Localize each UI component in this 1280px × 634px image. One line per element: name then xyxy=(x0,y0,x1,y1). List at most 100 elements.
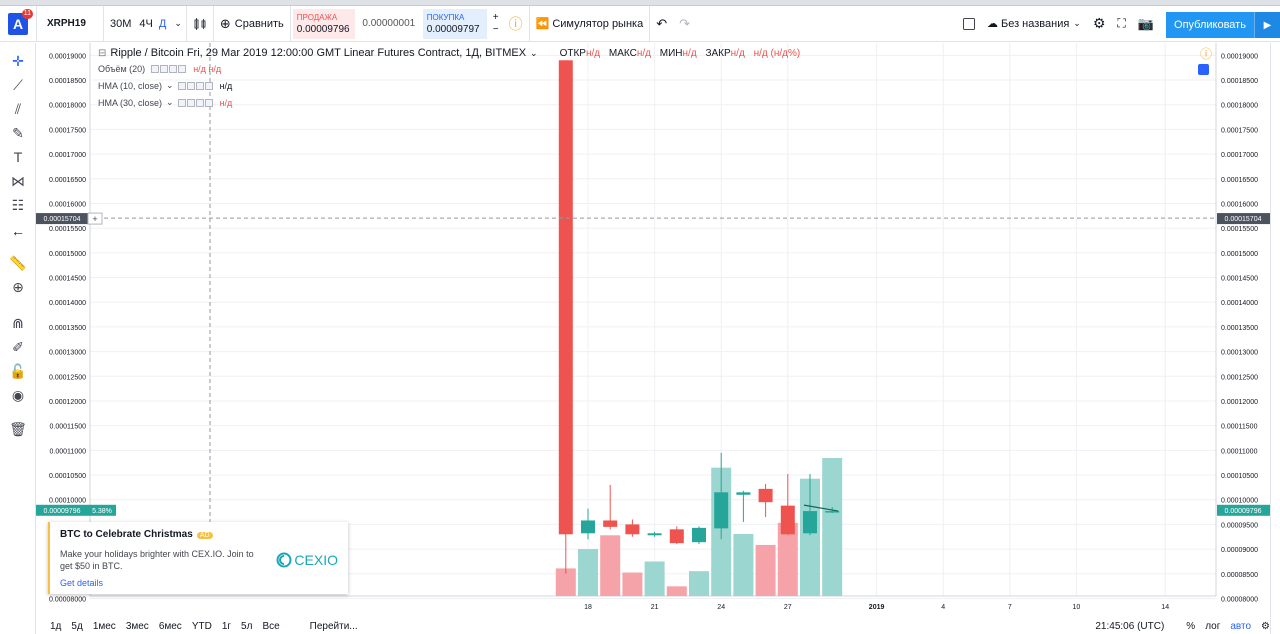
plus-icon[interactable] xyxy=(169,64,178,73)
range-1d[interactable]: 1д xyxy=(50,620,62,632)
log-toggle[interactable]: лог xyxy=(1205,620,1221,632)
quantity-stepper[interactable]: + − xyxy=(489,12,503,36)
drawing-toolbar: ✛ ⟋ ⫽ ✎ T ⋈ ☷ ← 📏 ⊕ ⋒ ✐ 🔓 ◉ 🗑 xyxy=(0,43,36,634)
prediction-icon[interactable]: ☷ xyxy=(11,196,25,213)
interval-4h[interactable]: 4Ч xyxy=(139,17,153,30)
y-tick-label-left: 0.00016500 xyxy=(49,177,86,184)
range-5y[interactable]: 5л xyxy=(241,620,253,632)
buy-button[interactable]: ПОКУПКА 0.00009797 xyxy=(422,8,487,39)
indicator-volume[interactable]: Объём (20) н/д н/д xyxy=(98,60,806,77)
collapse-icon[interactable]: ⊟ xyxy=(98,47,107,59)
magnet-icon[interactable]: ⋒ xyxy=(12,314,24,331)
goto-date[interactable]: Перейти... xyxy=(309,620,358,632)
range-all[interactable]: Все xyxy=(262,620,280,632)
text-icon[interactable]: T xyxy=(13,149,23,165)
pattern-icon[interactable]: ⋈ xyxy=(11,172,25,189)
symbol-search[interactable]: XRPH19 xyxy=(47,18,86,29)
cexio-logo-text: CEXIO xyxy=(294,552,338,568)
gear-icon[interactable] xyxy=(186,98,195,107)
volume-bar xyxy=(755,544,776,596)
plus-circle-icon: ⊕ xyxy=(219,15,231,31)
pencil-lock-icon[interactable]: ✐ xyxy=(12,338,24,355)
candle-body xyxy=(780,505,795,535)
publish-button[interactable]: Опубликовать xyxy=(1166,12,1254,38)
legend-main: ⊟ Ripple / Bitcoin Fri, 29 Mar 2019 12:0… xyxy=(98,46,806,60)
indicator-hma-10[interactable]: HMA (10, close) ⌄ н/д xyxy=(98,77,806,94)
range-1y[interactable]: 1г xyxy=(221,620,232,632)
close-icon[interactable] xyxy=(178,64,187,73)
plus-icon[interactable] xyxy=(195,98,204,107)
pitchfork-icon[interactable]: ⫽ xyxy=(14,100,22,117)
minus-icon[interactable]: − xyxy=(492,23,499,35)
user-avatar[interactable]: A 11 xyxy=(0,6,36,42)
zoom-icon[interactable]: ⊕ xyxy=(12,278,24,295)
gear-icon[interactable]: ⚙ xyxy=(1092,15,1106,31)
indicator-value: н/д xyxy=(219,97,233,108)
eye-icon[interactable] xyxy=(177,98,186,107)
redo-icon[interactable]: ↷ xyxy=(679,15,691,31)
info-icon[interactable]: ⓘ xyxy=(508,15,523,32)
cloud-icon: ☁ xyxy=(986,18,998,30)
interval-d[interactable]: Д xyxy=(158,17,167,30)
plus-icon[interactable] xyxy=(195,81,204,90)
candle-body xyxy=(736,492,751,495)
object-tree-icon[interactable] xyxy=(1198,64,1209,75)
range-5d[interactable]: 5д xyxy=(71,620,83,632)
ad-popup[interactable]: BTC to Celebrate Christmas AD Make your h… xyxy=(48,522,348,594)
undo-icon[interactable]: ↶ xyxy=(656,15,668,31)
y-tick-label-right: 0.00019000 xyxy=(1221,53,1258,60)
camera-icon[interactable]: 📷 xyxy=(1137,15,1154,31)
ohlc-close-value: н/д xyxy=(730,47,745,59)
plus-icon[interactable]: + xyxy=(492,11,499,23)
close-icon[interactable] xyxy=(204,98,213,107)
x-tick-label: 27 xyxy=(784,604,792,611)
layout-menu-button[interactable]: ☁ Без названия ⌄ xyxy=(981,6,1087,42)
warning-icon[interactable]: ⓘ xyxy=(1200,47,1213,61)
back-arrow-icon[interactable]: ← xyxy=(11,223,25,239)
lock-icon[interactable]: 🔓 xyxy=(9,362,27,379)
trash-icon[interactable]: 🗑 xyxy=(9,420,27,437)
gear-icon[interactable] xyxy=(160,64,169,73)
candle-body xyxy=(625,524,640,535)
range-6m[interactable]: 6мес xyxy=(158,620,182,632)
ad-title: BTC to Celebrate Christmas xyxy=(60,529,193,540)
eye-icon[interactable]: ◉ xyxy=(11,386,25,403)
range-ytd[interactable]: YTD xyxy=(191,620,212,632)
chevron-down-icon[interactable]: ⌄ xyxy=(166,97,174,107)
price-chart[interactable]: 0.00019000 0.00019000 0.00018500 0.00018500… xyxy=(36,43,1270,617)
volume-bar xyxy=(600,535,621,596)
interval-30m[interactable]: 30М xyxy=(110,17,132,30)
gear-icon[interactable] xyxy=(186,81,195,90)
range-3m[interactable]: 3мес xyxy=(125,620,149,632)
y-tick-label-right: 0.00010000 xyxy=(1221,498,1258,505)
candle-body xyxy=(647,533,662,536)
chevron-down-icon[interactable]: ⌄ xyxy=(174,18,182,28)
play-icon[interactable]: ▶ xyxy=(1254,12,1280,38)
fullscreen-square-icon[interactable] xyxy=(957,6,981,42)
candle-type-button[interactable] xyxy=(187,6,213,42)
percent-toggle[interactable]: % xyxy=(1186,620,1196,632)
close-icon[interactable] xyxy=(204,81,213,90)
range-1m[interactable]: 1мес xyxy=(92,620,116,632)
eye-icon[interactable] xyxy=(151,64,160,73)
ohlc-high-key: МАКС xyxy=(608,47,637,59)
chevron-down-icon[interactable]: ⌄ xyxy=(530,47,538,58)
buy-label: ПОКУПКА xyxy=(426,12,465,22)
indicator-hma-30[interactable]: HMA (30, close) ⌄ н/д xyxy=(98,94,806,111)
trendline-icon[interactable]: ⟋ xyxy=(13,76,23,93)
ad-link[interactable]: Get details xyxy=(60,578,104,588)
sell-button[interactable]: ПРОДАЖА 0.00009796 xyxy=(292,8,355,39)
ruler-icon[interactable]: 📏 xyxy=(9,254,27,271)
auto-toggle[interactable]: авто xyxy=(1230,620,1252,632)
volume-bar xyxy=(622,572,643,596)
market-simulator-button[interactable]: ⏪ Симулятор рынка xyxy=(530,6,650,42)
brush-icon[interactable]: ✎ xyxy=(12,124,24,141)
y-tick-label-right: 0.00014500 xyxy=(1221,276,1258,283)
compare-button[interactable]: ⊕ Сравнить xyxy=(214,6,290,42)
gear-icon[interactable]: ⚙ xyxy=(1261,620,1270,632)
crosshair-icon[interactable]: ✛ xyxy=(12,52,24,69)
chevron-down-icon[interactable]: ⌄ xyxy=(166,80,174,90)
clock-time[interactable]: 21:45:06 (UTC) xyxy=(1095,620,1165,632)
expand-icon[interactable]: ⛶ xyxy=(1117,16,1126,30)
eye-icon[interactable] xyxy=(177,81,186,90)
